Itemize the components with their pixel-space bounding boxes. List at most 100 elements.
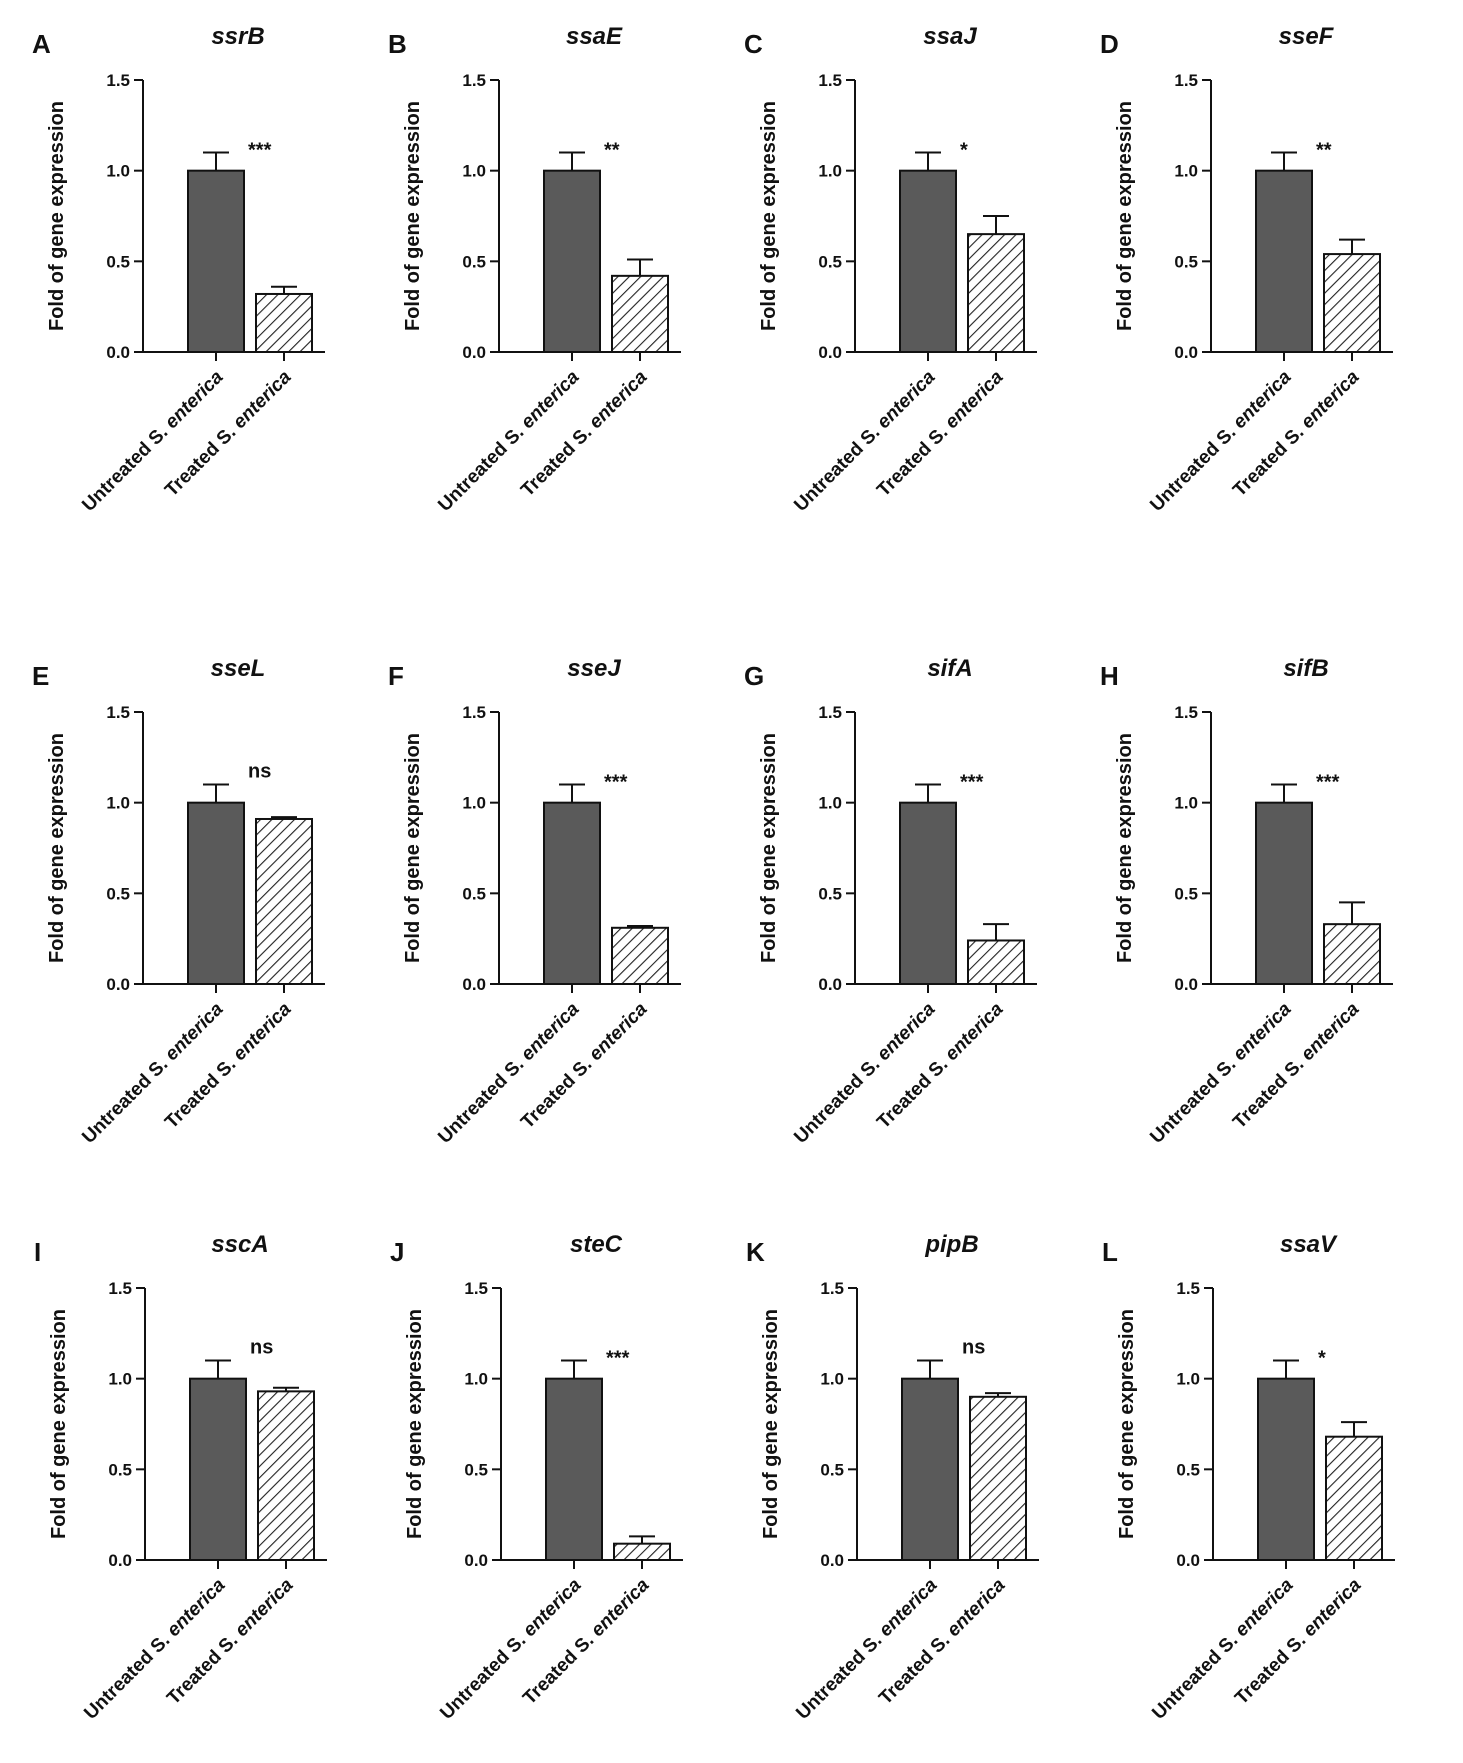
- bar-untreated: [899, 169, 957, 353]
- x-tick-label: Treated S. enterica: [161, 366, 296, 501]
- y-tick-label: 1.0: [108, 1370, 132, 1389]
- y-tick-label: 0.5: [1174, 884, 1198, 903]
- category-prefix: Untreated S.: [78, 418, 176, 516]
- significance-label: ns: [962, 1336, 985, 1358]
- y-tick-label: 1.5: [462, 703, 486, 722]
- panel-letter: D: [1100, 29, 1119, 59]
- category-prefix: Untreated S.: [1146, 1050, 1244, 1148]
- y-tick-label: 0.0: [1174, 975, 1198, 994]
- category-prefix: Untreated S.: [80, 1626, 178, 1724]
- category-prefix: Untreated S.: [436, 1626, 534, 1724]
- bar-treated: [1323, 253, 1381, 353]
- chart-title: ssaJ: [923, 23, 977, 50]
- y-tick-label: 0.5: [818, 884, 842, 903]
- chart-title: ssrB: [211, 23, 264, 50]
- chart-title: pipB: [924, 1231, 978, 1258]
- y-axis-label: Fold of gene expression: [758, 733, 780, 963]
- chart-title: sseL: [211, 655, 266, 682]
- x-tick-label: Treated S. enterica: [163, 1574, 298, 1709]
- y-tick-label: 1.0: [464, 1370, 488, 1389]
- y-tick-label: 1.5: [1174, 703, 1198, 722]
- category-italic: enterica: [941, 366, 1008, 433]
- bar-untreated: [543, 801, 601, 985]
- panel-letter: I: [34, 1237, 41, 1267]
- y-tick-label: 1.0: [1174, 162, 1198, 181]
- category-italic: enterica: [1299, 1574, 1366, 1641]
- bar-treated: [611, 926, 669, 985]
- y-tick-label: 1.5: [1174, 71, 1198, 90]
- bar-treated: [257, 1390, 315, 1561]
- category-italic: enterica: [585, 998, 652, 1065]
- y-axis-label: Fold of gene expression: [402, 733, 424, 963]
- category-prefix: Untreated S.: [434, 418, 532, 516]
- bar-untreated: [545, 1377, 603, 1561]
- x-tick-label: Treated S. enterica: [1229, 366, 1364, 501]
- y-tick-label: 0.5: [820, 1460, 844, 1479]
- category-italic: enterica: [1231, 1574, 1298, 1641]
- category-italic: enterica: [1229, 366, 1296, 433]
- bar-treated: [967, 233, 1025, 353]
- panel-letter: J: [390, 1237, 404, 1267]
- significance-label: *: [1318, 1348, 1326, 1370]
- category-italic: enterica: [229, 998, 296, 1065]
- y-tick-label: 0.0: [464, 1551, 488, 1570]
- category-italic: enterica: [163, 1574, 230, 1641]
- category-italic: enterica: [161, 366, 228, 433]
- y-tick-label: 1.0: [1174, 794, 1198, 813]
- bar-treated: [611, 274, 669, 353]
- significance-label: *: [960, 140, 968, 162]
- category-italic: enterica: [873, 998, 940, 1065]
- y-axis-label: Fold of gene expression: [46, 101, 68, 331]
- panel-letter: H: [1100, 661, 1119, 691]
- y-tick-label: 0.5: [818, 252, 842, 271]
- y-tick-label: 1.5: [106, 703, 130, 722]
- x-tick-label: Treated S. enterica: [161, 998, 296, 1133]
- panel-letter: G: [744, 661, 764, 691]
- x-tick-label: Treated S. enterica: [873, 366, 1008, 501]
- chart-title: sscA: [211, 1231, 268, 1258]
- y-tick-label: 0.0: [106, 975, 130, 994]
- category-italic: enterica: [943, 1574, 1010, 1641]
- x-tick-label: Treated S. enterica: [875, 1574, 1010, 1709]
- significance-label: ns: [248, 760, 271, 782]
- y-tick-label: 1.5: [818, 71, 842, 90]
- bar-untreated: [899, 801, 957, 985]
- category-italic: enterica: [1229, 998, 1296, 1065]
- significance-label: ***: [604, 772, 628, 794]
- bar-untreated: [1255, 169, 1313, 353]
- category-italic: enterica: [587, 1574, 654, 1641]
- bar-treated: [255, 292, 313, 353]
- category-prefix: Untreated S.: [434, 1050, 532, 1148]
- y-axis-label: Fold of gene expression: [402, 101, 424, 331]
- bar-untreated: [543, 169, 601, 353]
- significance-label: **: [1316, 140, 1332, 162]
- y-axis-label: Fold of gene expression: [758, 101, 780, 331]
- category-prefix: Untreated S.: [1146, 418, 1244, 516]
- bar-untreated: [189, 1377, 247, 1561]
- significance-label: ns: [250, 1336, 273, 1358]
- category-italic: enterica: [873, 366, 940, 433]
- bar-untreated: [1257, 1377, 1315, 1561]
- bar-untreated: [187, 801, 245, 985]
- category-italic: enterica: [517, 366, 584, 433]
- y-tick-label: 0.5: [462, 252, 486, 271]
- bar-treated: [967, 939, 1025, 986]
- y-tick-label: 1.5: [106, 71, 130, 90]
- y-tick-label: 0.0: [818, 343, 842, 362]
- significance-label: **: [604, 140, 620, 162]
- chart-title: sseJ: [567, 655, 621, 682]
- y-tick-label: 0.0: [1174, 343, 1198, 362]
- bar-untreated: [187, 169, 245, 353]
- y-tick-label: 0.5: [108, 1460, 132, 1479]
- category-italic: enterica: [941, 998, 1008, 1065]
- y-tick-label: 1.0: [462, 162, 486, 181]
- y-tick-label: 0.0: [106, 343, 130, 362]
- y-tick-label: 1.5: [1176, 1279, 1200, 1298]
- significance-label: ***: [960, 772, 984, 794]
- y-tick-label: 0.0: [462, 343, 486, 362]
